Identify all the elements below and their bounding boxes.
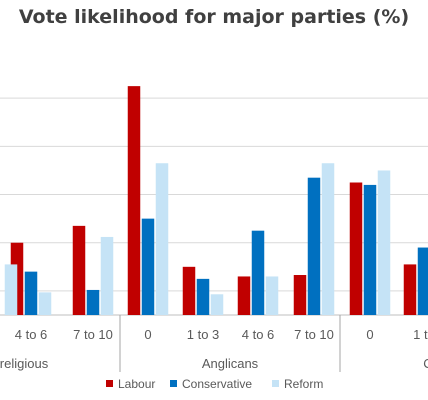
group-label: religious [0, 356, 49, 371]
legend-swatch [170, 380, 177, 387]
bar-reform [155, 163, 169, 315]
x-tick-label: 7 to 10 [294, 327, 334, 342]
bar-reform [321, 163, 335, 315]
bar-labour [72, 225, 86, 315]
x-tick-label: 4 to 6 [15, 327, 48, 342]
bar-labour [182, 266, 196, 315]
x-tick-label: 1 to 3 [187, 327, 220, 342]
bar-conservative [86, 289, 100, 315]
bar-reform [377, 170, 391, 315]
legend-label: Labour [118, 377, 155, 391]
chart-title: Vote likelihood for major parties (%) [18, 6, 410, 28]
bar-conservative [251, 230, 265, 315]
x-tick-label: 4 to 6 [242, 327, 275, 342]
x-tick-label: 1 to [413, 327, 428, 342]
bar-labour [403, 264, 417, 315]
group-label: C [423, 356, 428, 371]
bar-conservative [363, 184, 377, 315]
bar-labour [349, 182, 363, 315]
x-tick-label: 3 [0, 327, 1, 342]
x-tick-label: 0 [144, 327, 151, 342]
legend-label: Conservative [182, 377, 252, 391]
category-axis: 3 4 to 6 7 to 10 religious 0 1 to 3 4 to 6 7 to… [0, 315, 428, 372]
bar-reform [38, 292, 52, 315]
bar-conservative [417, 247, 428, 315]
bar-reform [210, 294, 224, 315]
bar-conservative [196, 278, 210, 315]
bar-labour [293, 275, 307, 315]
legend-swatch [272, 380, 279, 387]
bar-reform [100, 236, 114, 315]
bar-reform [4, 264, 18, 315]
legend: Labour Conservative Reform [106, 377, 323, 391]
bars [4, 86, 428, 316]
legend-label: Reform [284, 377, 323, 391]
bar-conservative [307, 177, 321, 315]
bar-labour [237, 276, 251, 315]
x-tick-label: 7 to 10 [73, 327, 113, 342]
x-tick-label: 0 [366, 327, 373, 342]
bar-conservative [24, 271, 38, 315]
legend-swatch [106, 380, 113, 387]
bar-conservative [141, 218, 155, 315]
bar-labour [127, 86, 141, 316]
bar-reform [265, 276, 279, 315]
group-label: Anglicans [202, 356, 259, 371]
